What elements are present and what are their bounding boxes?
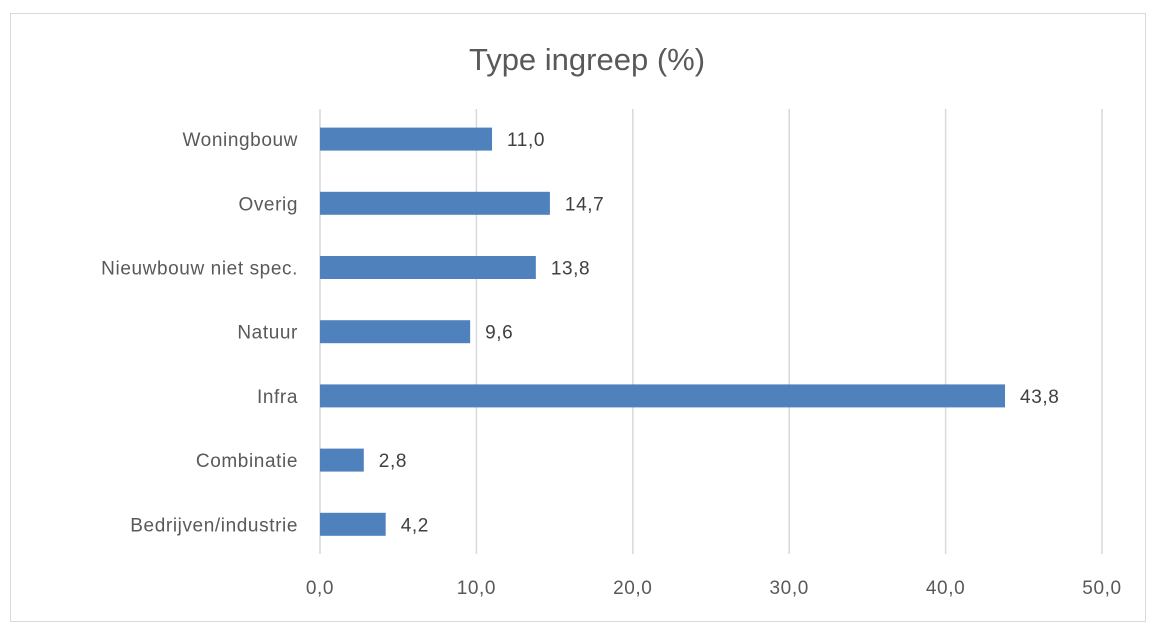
x-tick-label: 50,0	[1082, 578, 1121, 599]
bar	[320, 256, 536, 279]
data-label: 2,8	[379, 451, 407, 472]
bar	[320, 191, 550, 215]
data-label: 9,6	[485, 323, 513, 344]
bar	[320, 512, 386, 536]
x-tick-label: 30,0	[770, 578, 809, 599]
category-label: Natuur	[237, 323, 298, 344]
data-labels: 11,0 14,7 13,8 9,6 43,8 2,8 4,2	[379, 130, 1059, 536]
gridlines	[319, 109, 1103, 554]
data-label: 43,8	[1020, 387, 1059, 408]
value-axis-labels: 0,0 10,0 20,0 30,0 40,0 50,0	[306, 578, 1121, 599]
category-label: Infra	[257, 387, 298, 408]
chart-title: Type ingreep (%)	[469, 42, 705, 77]
x-tick-label: 10,0	[457, 578, 496, 599]
chart-area: Type ingreep (%) Woningbouw Overig Nieuwbo…	[10, 13, 1146, 622]
bar	[320, 320, 471, 344]
data-label: 11,0	[507, 130, 545, 151]
category-label: Woningbouw	[182, 130, 298, 151]
data-label: 4,2	[401, 515, 429, 536]
x-tick-label: 40,0	[926, 578, 965, 599]
category-axis-labels: Woningbouw Overig Nieuwbouw niet spec. Natu…	[101, 130, 298, 536]
data-label: 14,7	[565, 194, 604, 215]
category-label: Overig	[238, 194, 298, 215]
data-label: 13,8	[551, 259, 590, 280]
x-tick-label: 20,0	[613, 578, 652, 599]
bar-chart: Type ingreep (%) Woningbouw Overig Nieuwbo…	[101, 42, 1121, 599]
category-label: Bedrijven/industrie	[130, 515, 298, 536]
bars	[320, 127, 1006, 536]
bar	[320, 384, 1006, 408]
bar	[320, 448, 364, 472]
category-label: Nieuwbouw niet spec.	[101, 259, 298, 280]
bar	[320, 127, 493, 151]
category-label: Combinatie	[196, 451, 298, 472]
x-tick-label: 0,0	[306, 578, 334, 599]
